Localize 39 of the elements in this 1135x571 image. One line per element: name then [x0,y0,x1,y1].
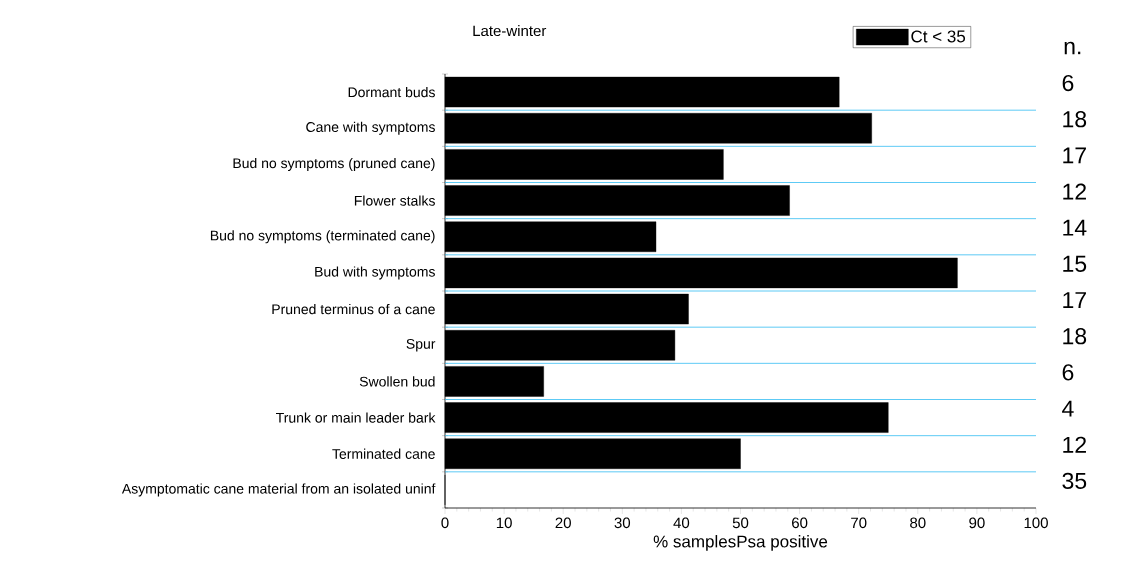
x-tick-label: 70 [851,517,867,529]
x-tick-label: 10 [496,517,512,529]
y-tick-label: Spur [406,338,436,352]
x-tick-label: 40 [673,517,690,529]
y-tick-label: Bud no symptoms (terminated cane) [210,230,435,244]
y-tick-label: Pruned terminus of a cane [272,303,435,315]
text: 17 [1063,147,1086,164]
x-tick-label: 50 [732,517,749,529]
x-tick-label: 0 [441,517,449,529]
text: 17 [1063,292,1086,308]
text: 12 [1063,436,1086,453]
y-tick-label: Asymptomatic cane material from an isolated uninf [121,483,436,497]
y-tick-label: Bud no symptoms (pruned cane) [233,157,435,171]
y-tick-label: Trunk or main leader bark [276,412,436,423]
legend-label: Ct < 35 [911,30,966,43]
text: 4 [1062,400,1074,417]
x-tick-label: 20 [555,517,571,529]
x-tick-label: 30 [614,517,631,529]
y-tick-label: Cane with symptoms [306,121,435,135]
text: 35 [1062,472,1087,490]
text: 15 [1063,255,1087,272]
y-tick-label: Swollen bud [359,376,435,387]
text: 18 [1063,111,1087,128]
chart-title: Late-winter [473,25,547,37]
y-tick-label: Terminated cane [332,448,435,459]
text: 6 [1062,364,1074,381]
text: n. [1064,41,1081,55]
x-tick-label: 80 [910,517,926,529]
y-tick-label: Flower stalks [354,195,435,206]
text: 18 [1063,328,1087,345]
x-tick-label: 100 [1024,517,1048,529]
text: 12 [1063,183,1086,200]
y-tick-label: Dormant buds [348,86,435,98]
y-tick-label: Bud with symptoms [315,266,435,280]
x-tick-label: 60 [792,517,808,529]
text: 14 [1063,219,1087,236]
x-tick-label: 90 [969,517,985,529]
x-axis-title: % samplesPsa positive [653,535,828,551]
text: 6 [1062,74,1074,92]
